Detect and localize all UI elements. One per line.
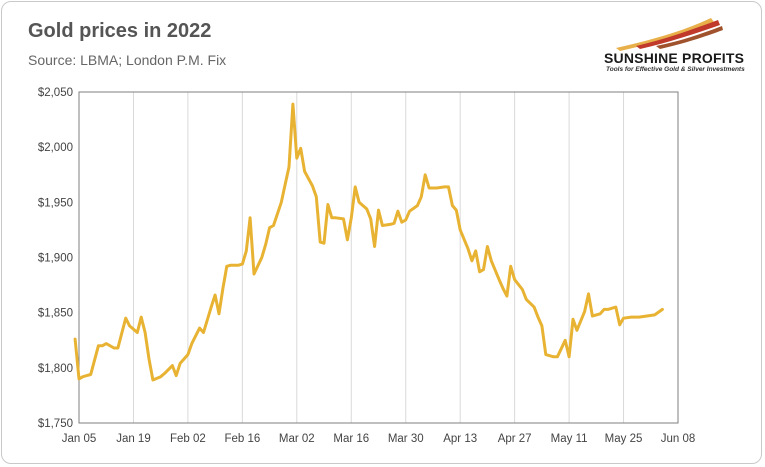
plot-frame xyxy=(78,91,679,424)
y-axis-ticks: $1,750 $1,800 $1,850 $1,900 $1,950 $2,000 $2,0… xyxy=(38,87,73,430)
y-tick-label: $1,800 xyxy=(38,363,73,375)
x-tick-label: Mar 16 xyxy=(333,433,369,445)
x-axis-ticks: Jan 05 Jan 19 Feb 02 Feb 16 Mar 02 Mar 16 Mar … xyxy=(62,433,696,445)
chart-subtitle: Source: LBMA; London P.M. Fix xyxy=(28,52,227,68)
y-tick-label: $2,000 xyxy=(38,142,73,154)
sunshine-profits-logo-icon xyxy=(616,18,723,51)
x-tick-label: Feb 02 xyxy=(170,433,206,445)
logo-swoosh-gold xyxy=(616,18,714,51)
x-tick-label: May 25 xyxy=(605,433,643,445)
x-tick-label: Feb 16 xyxy=(224,433,260,445)
x-tick-label: Apr 13 xyxy=(443,433,477,445)
logo-swoosh-brown xyxy=(656,26,723,49)
grid-layer xyxy=(132,92,625,423)
x-tick-label: Jun 08 xyxy=(661,433,696,445)
x-tick-label: Jan 19 xyxy=(116,433,151,445)
chart-title: Gold prices in 2022 xyxy=(28,20,212,42)
y-tick-label: $1,900 xyxy=(38,253,73,265)
x-tick-label: Mar 30 xyxy=(388,433,424,445)
y-tick-label: $1,750 xyxy=(38,418,73,430)
logo-wordmark: SUNSHINE PROFITS xyxy=(604,50,745,66)
x-tick-label: May 11 xyxy=(551,433,588,445)
y-tick-label: $1,950 xyxy=(38,197,73,209)
x-tick-label: Apr 27 xyxy=(498,433,532,445)
x-tick-label: Jan 05 xyxy=(62,433,97,445)
logo-swoosh-red xyxy=(636,20,720,49)
x-tick-label: Mar 02 xyxy=(279,433,315,445)
logo-tagline: Tools for Effective Gold & Silver Invest… xyxy=(606,66,745,73)
y-tick-label: $1,850 xyxy=(38,308,73,320)
gold-price-line xyxy=(73,102,664,382)
y-tick-label: $2,050 xyxy=(38,87,73,99)
